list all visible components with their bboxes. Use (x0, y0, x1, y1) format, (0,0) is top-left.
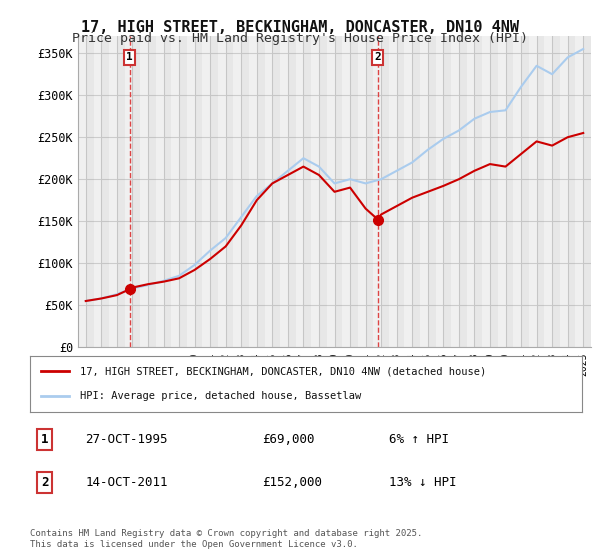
Bar (475, 36, 482, 347)
Text: 27-OCT-1995: 27-OCT-1995 (85, 433, 168, 446)
Text: 1: 1 (41, 433, 49, 446)
Bar (568, 36, 575, 347)
Text: Contains HM Land Registry data © Crown copyright and database right 2025.
This d: Contains HM Land Registry data © Crown c… (30, 529, 422, 549)
Bar (117, 36, 125, 347)
Text: 17, HIGH STREET, BECKINGHAM, DONCASTER, DN10 4NW: 17, HIGH STREET, BECKINGHAM, DONCASTER, … (81, 20, 519, 35)
Text: £152,000: £152,000 (262, 476, 322, 489)
Bar (272, 36, 280, 347)
Bar (133, 36, 140, 347)
Bar (443, 36, 451, 347)
Bar (412, 36, 420, 347)
Text: Price paid vs. HM Land Registry's House Price Index (HPI): Price paid vs. HM Land Registry's House … (72, 32, 528, 45)
Bar (226, 36, 233, 347)
Bar (365, 36, 373, 347)
Text: 2: 2 (41, 476, 49, 489)
Bar (381, 36, 389, 347)
Bar (101, 36, 109, 347)
Bar (459, 36, 467, 347)
Bar (428, 36, 436, 347)
Bar (521, 36, 529, 347)
Text: 6% ↑ HPI: 6% ↑ HPI (389, 433, 449, 446)
Text: 17, HIGH STREET, BECKINGHAM, DONCASTER, DN10 4NW (detached house): 17, HIGH STREET, BECKINGHAM, DONCASTER, … (80, 366, 486, 376)
Text: HPI: Average price, detached house, Bassetlaw: HPI: Average price, detached house, Bass… (80, 391, 361, 401)
Bar (86, 36, 94, 347)
Bar (148, 36, 156, 347)
Bar (536, 36, 544, 347)
Bar (397, 36, 404, 347)
Bar (304, 36, 311, 347)
Bar (335, 36, 342, 347)
Bar (490, 36, 498, 347)
Bar (210, 36, 218, 347)
Bar (194, 36, 202, 347)
Bar (319, 36, 327, 347)
Bar (70, 36, 78, 347)
Bar (583, 36, 591, 347)
Bar (241, 36, 249, 347)
Bar (163, 36, 171, 347)
Bar (350, 36, 358, 347)
Text: £69,000: £69,000 (262, 433, 314, 446)
Bar (288, 36, 296, 347)
Text: 14-OCT-2011: 14-OCT-2011 (85, 476, 168, 489)
Bar (552, 36, 560, 347)
FancyBboxPatch shape (78, 36, 591, 347)
Bar (505, 36, 513, 347)
Text: 13% ↓ HPI: 13% ↓ HPI (389, 476, 457, 489)
Text: 1: 1 (126, 53, 133, 62)
Bar (179, 36, 187, 347)
Bar (257, 36, 265, 347)
Text: 2: 2 (374, 53, 381, 62)
